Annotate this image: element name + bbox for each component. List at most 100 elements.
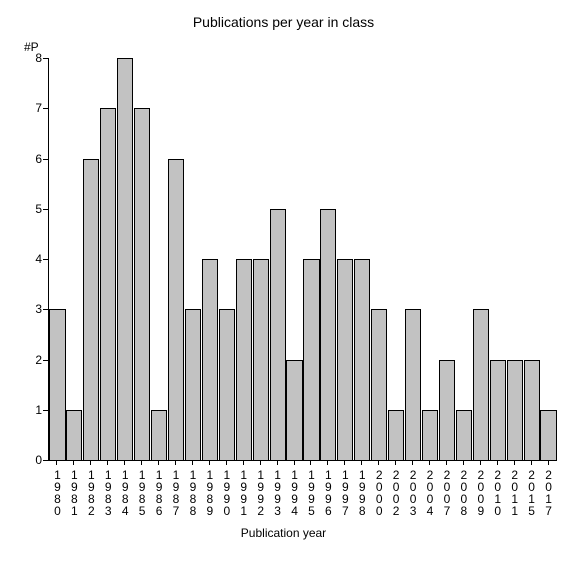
x-tick-mark [192, 460, 193, 465]
bar [49, 309, 65, 460]
x-tick-label: 2000 [372, 468, 386, 516]
y-tick-label: 0 [22, 453, 42, 467]
x-tick-mark [209, 460, 210, 465]
x-tick-label: 2011 [508, 468, 522, 516]
bar [168, 159, 184, 461]
x-tick-mark [243, 460, 244, 465]
bar [422, 410, 438, 460]
x-tick-label: 1996 [321, 468, 335, 516]
x-tick-label: 1984 [118, 468, 132, 516]
chart-title: Publications per year in class [0, 14, 567, 30]
x-tick-label: 1982 [84, 468, 98, 516]
bar [371, 309, 387, 460]
y-tick-label: 6 [22, 152, 42, 166]
y-tick-mark [43, 309, 48, 310]
x-tick-mark [175, 460, 176, 465]
x-tick-mark [429, 460, 430, 465]
bar [134, 108, 150, 460]
x-tick-mark [90, 460, 91, 465]
x-tick-label: 1981 [67, 468, 81, 516]
y-tick-label: 2 [22, 353, 42, 367]
x-tick-mark [226, 460, 227, 465]
x-tick-mark [277, 460, 278, 465]
x-tick-mark [395, 460, 396, 465]
x-tick-mark [158, 460, 159, 465]
x-tick-label: 1985 [135, 468, 149, 516]
x-tick-label: 1988 [186, 468, 200, 516]
x-tick-label: 1983 [101, 468, 115, 516]
plot-area [48, 58, 557, 461]
x-tick-mark [361, 460, 362, 465]
x-axis-label: Publication year [0, 526, 567, 540]
bar [270, 209, 286, 460]
chart-container: Publications per year in class #P Public… [0, 0, 567, 567]
x-tick-label: 2002 [389, 468, 403, 516]
bar [253, 259, 269, 460]
x-tick-mark [531, 460, 532, 465]
bar [388, 410, 404, 460]
y-tick-mark [43, 58, 48, 59]
x-tick-label: 1989 [203, 468, 217, 516]
y-tick-mark [43, 360, 48, 361]
x-tick-mark [344, 460, 345, 465]
bar [219, 309, 235, 460]
bar [524, 360, 540, 461]
x-tick-mark [446, 460, 447, 465]
x-tick-mark [73, 460, 74, 465]
y-tick-mark [43, 108, 48, 109]
x-tick-label: 1997 [338, 468, 352, 516]
x-tick-mark [412, 460, 413, 465]
x-tick-label: 1993 [271, 468, 285, 516]
bar [185, 309, 201, 460]
bar [405, 309, 421, 460]
x-tick-label: 2010 [491, 468, 505, 516]
bar [439, 360, 455, 461]
x-tick-mark [310, 460, 311, 465]
x-tick-label: 1998 [355, 468, 369, 516]
x-tick-mark [124, 460, 125, 465]
y-tick-mark [43, 159, 48, 160]
x-tick-mark [480, 460, 481, 465]
y-tick-mark [43, 259, 48, 260]
x-tick-label: 1980 [50, 468, 64, 516]
bar [303, 259, 319, 460]
bar [236, 259, 252, 460]
bar [540, 410, 556, 460]
x-tick-label: 2003 [406, 468, 420, 516]
y-tick-label: 7 [22, 101, 42, 115]
y-tick-label: 3 [22, 302, 42, 316]
x-tick-label: 2009 [474, 468, 488, 516]
bar [117, 58, 133, 460]
y-tick-label: 1 [22, 403, 42, 417]
bar [151, 410, 167, 460]
y-tick-mark [43, 460, 48, 461]
bar [337, 259, 353, 460]
x-tick-mark [56, 460, 57, 465]
bar [490, 360, 506, 461]
x-tick-mark [327, 460, 328, 465]
bar [83, 159, 99, 461]
x-tick-label: 1986 [152, 468, 166, 516]
bar [456, 410, 472, 460]
x-tick-label: 1994 [288, 468, 302, 516]
bar [473, 309, 489, 460]
bar [354, 259, 370, 460]
x-tick-mark [514, 460, 515, 465]
x-tick-mark [294, 460, 295, 465]
x-tick-mark [141, 460, 142, 465]
x-tick-label: 2007 [440, 468, 454, 516]
x-tick-label: 2015 [525, 468, 539, 516]
x-tick-mark [463, 460, 464, 465]
bar [286, 360, 302, 461]
bar [100, 108, 116, 460]
x-tick-label: 1987 [169, 468, 183, 516]
bar [202, 259, 218, 460]
y-tick-label: 5 [22, 202, 42, 216]
bar [66, 410, 82, 460]
y-tick-label: 4 [22, 252, 42, 266]
x-tick-mark [107, 460, 108, 465]
x-tick-label: 1991 [237, 468, 251, 516]
y-tick-mark [43, 209, 48, 210]
x-tick-mark [548, 460, 549, 465]
x-tick-label: 2008 [457, 468, 471, 516]
